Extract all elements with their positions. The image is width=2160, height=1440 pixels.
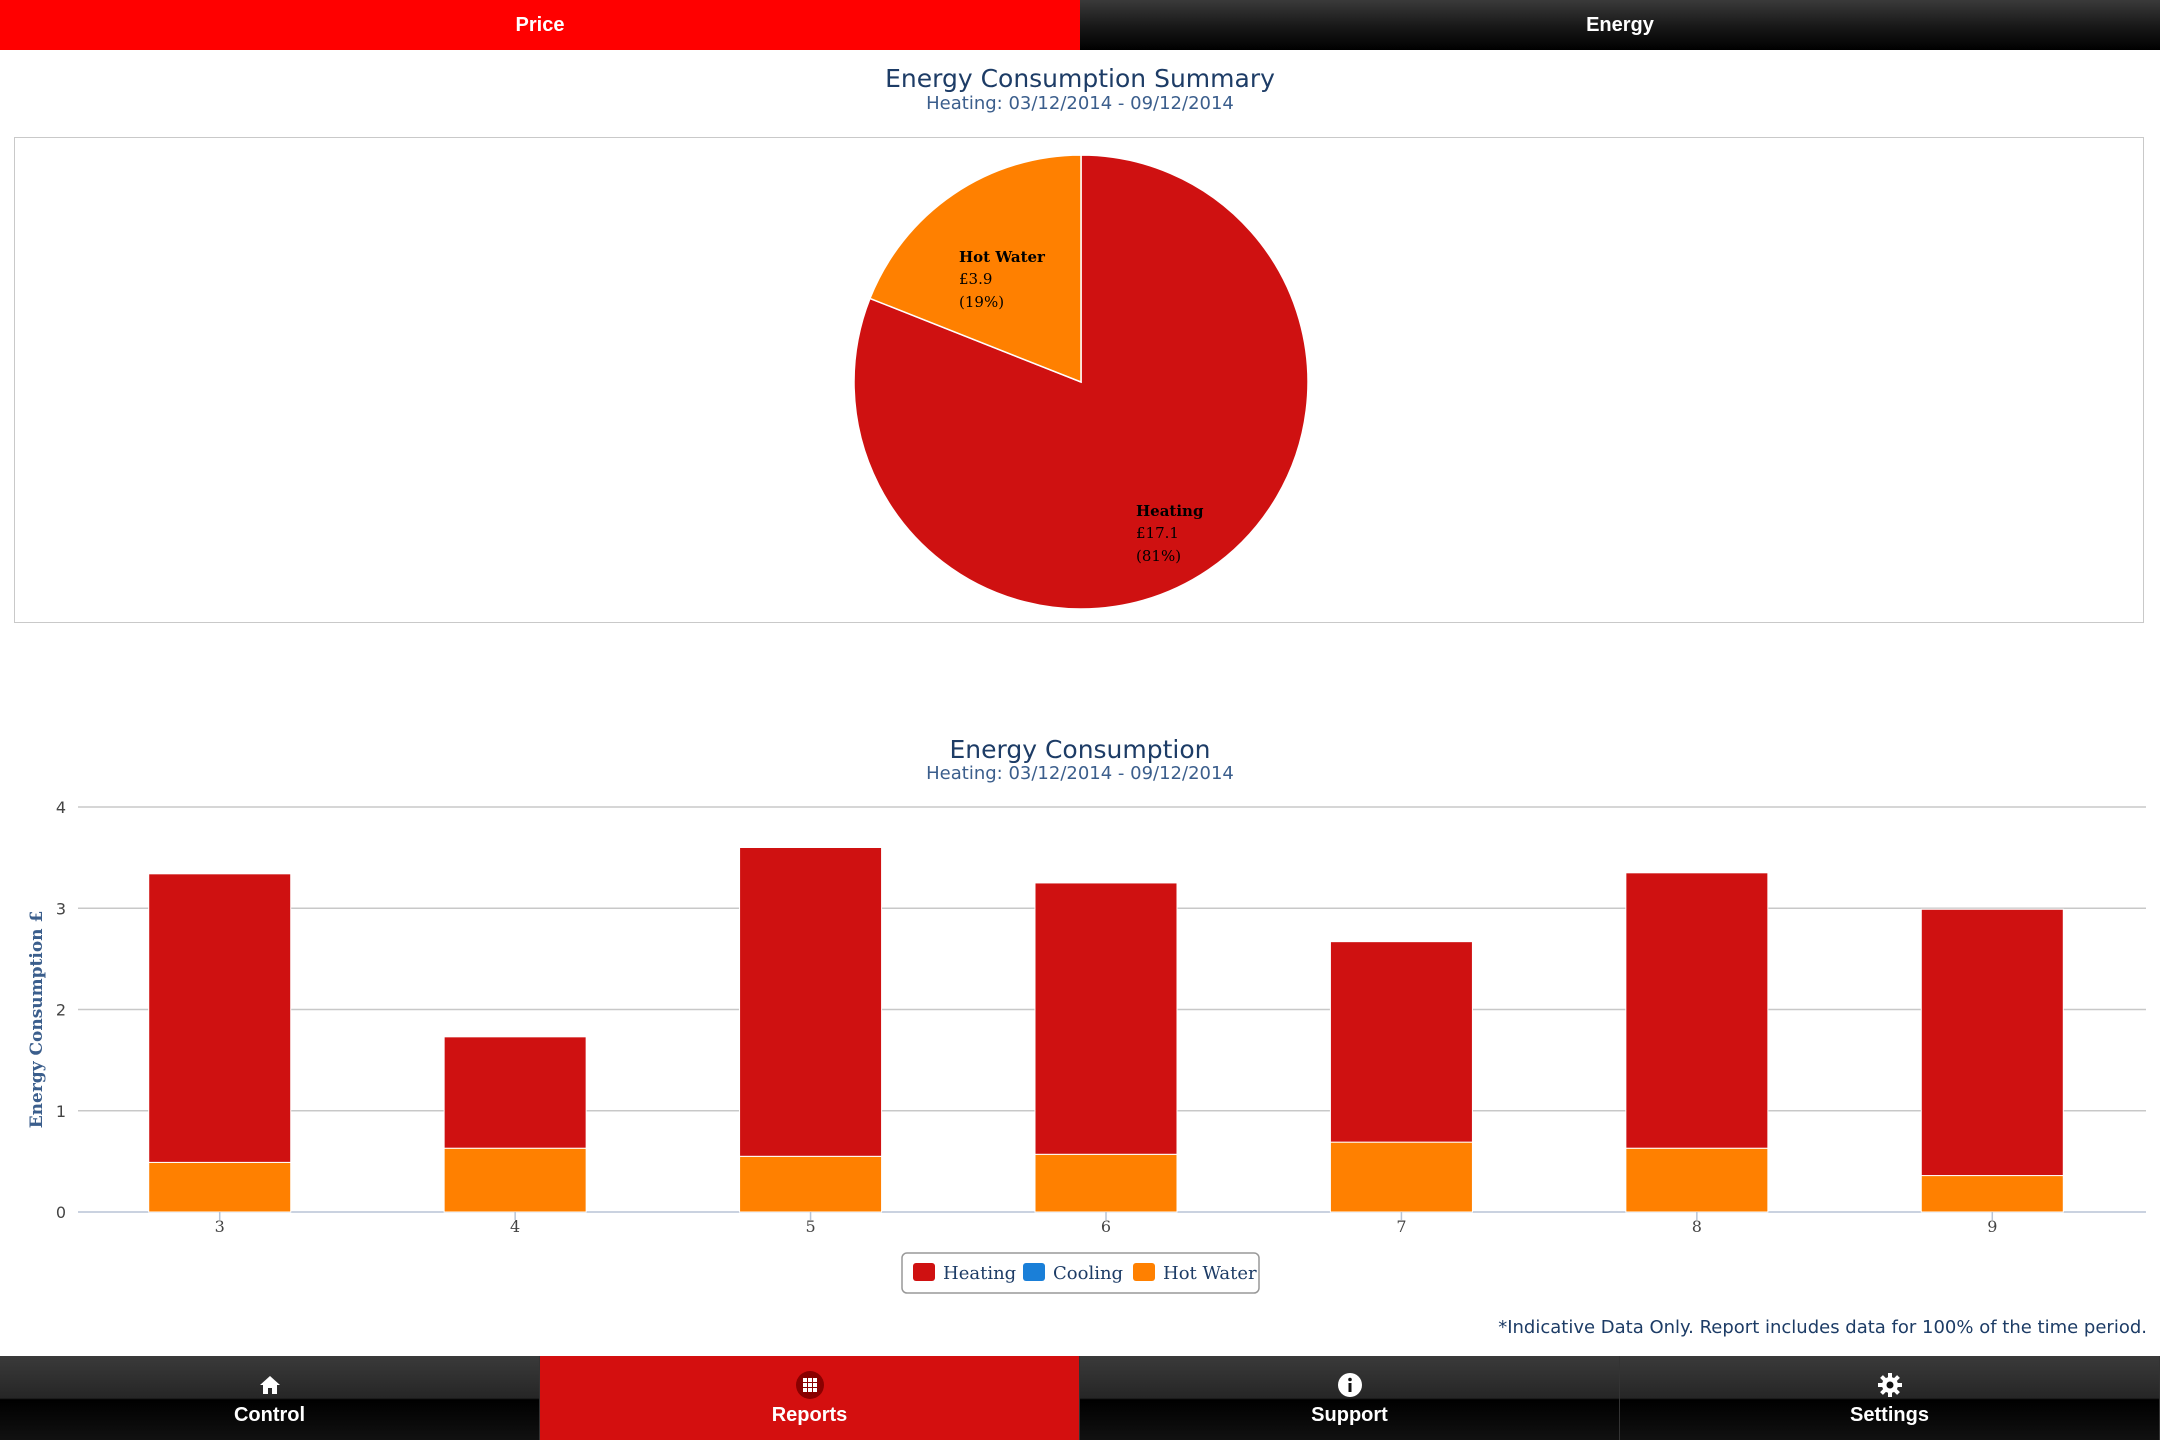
- tab-price[interactable]: Price: [0, 0, 1080, 50]
- x-tick-label: 3: [215, 1217, 225, 1236]
- chart-title: Energy Consumption: [949, 735, 1211, 764]
- footnote: *Indicative Data Only. Report includes d…: [1498, 1317, 2147, 1338]
- nav-settings-label: Settings: [1850, 1403, 1929, 1426]
- pie-chart: Heating £17.1 (81%) Hot Water £3.9 (19%): [853, 154, 1309, 610]
- pie-chart-panel: Heating £17.1 (81%) Hot Water £3.9 (19%): [14, 137, 2144, 623]
- info-icon: [1337, 1370, 1363, 1400]
- y-tick-label: 0: [56, 1203, 66, 1222]
- x-tick-label: 9: [1987, 1217, 1997, 1236]
- x-tick-label: 4: [510, 1217, 520, 1236]
- bar-heating-7[interactable]: [1329, 941, 1473, 1143]
- pie-label-heating-name: Heating: [1136, 502, 1204, 520]
- tab-energy[interactable]: Energy: [1080, 0, 2160, 50]
- chart-subtitle: Heating: 03/12/2014 - 09/12/2014: [926, 763, 1234, 784]
- bar-hot-water-8[interactable]: [1625, 1147, 1769, 1213]
- bar-hot-water-6[interactable]: [1034, 1153, 1178, 1213]
- x-tick-label: 5: [805, 1217, 815, 1236]
- grid-icon: [795, 1370, 825, 1400]
- pie-label-heating-percent: (81%): [1136, 547, 1181, 565]
- bar-hot-water-4[interactable]: [443, 1147, 587, 1213]
- nav-control-label: Control: [233, 1403, 306, 1426]
- y-tick-label: 2: [56, 1001, 66, 1020]
- top-tab-bar: Price Energy: [0, 0, 2160, 50]
- legend-label-cooling[interactable]: Cooling: [1053, 1263, 1123, 1284]
- legend-label-heating[interactable]: Heating: [943, 1263, 1016, 1284]
- bar-hot-water-7[interactable]: [1329, 1141, 1473, 1213]
- y-tick-label: 3: [56, 899, 66, 918]
- bar-heating-8[interactable]: [1625, 872, 1769, 1149]
- gear-icon: [1877, 1370, 1903, 1400]
- chart-legend: Heating Cooling Hot Water: [901, 1252, 1260, 1294]
- bar-hot-water-9[interactable]: [1920, 1175, 2064, 1213]
- bar-heating-4[interactable]: [443, 1036, 587, 1149]
- bottom-nav: Control Reports Support: [0, 1356, 2160, 1440]
- summary-title: Energy Consumption Summary: [885, 64, 1275, 93]
- bar-hot-water-3[interactable]: [148, 1161, 292, 1213]
- summary-subtitle: Heating: 03/12/2014 - 09/12/2014: [926, 93, 1234, 114]
- legend-swatch-heating[interactable]: [913, 1263, 935, 1281]
- pie-slice-hot-water[interactable]: [868, 154, 1082, 384]
- bar-heating-5[interactable]: [739, 847, 883, 1157]
- bar-heating-9[interactable]: [1920, 908, 2064, 1177]
- y-tick-label: 4: [56, 798, 66, 817]
- bar-heating-6[interactable]: [1034, 882, 1178, 1155]
- pie-label-hot-water-value: £3.9: [959, 270, 992, 288]
- pie-label-hot-water-percent: (19%): [959, 293, 1004, 311]
- nav-reports-label: Reports: [771, 1403, 848, 1426]
- nav-reports[interactable]: Reports: [540, 1356, 1080, 1440]
- bar-chart: 0 1 2 3 4 Energy Consumption £ 3 4 5 6 7 8 9 Heating C…: [27, 798, 2146, 1294]
- nav-settings[interactable]: Settings: [1620, 1356, 2160, 1440]
- nav-support[interactable]: Support: [1080, 1356, 1620, 1440]
- pie-label-heating-value: £17.1: [1136, 524, 1179, 542]
- x-tick-label: 6: [1101, 1217, 1111, 1236]
- home-icon: [258, 1370, 282, 1400]
- nav-control[interactable]: Control: [0, 1356, 540, 1440]
- legend-box: [901, 1252, 1260, 1294]
- y-tick-label: 1: [56, 1102, 66, 1121]
- pie-label-hot-water-name: Hot Water: [959, 248, 1046, 266]
- legend-swatch-hot-water[interactable]: [1133, 1263, 1155, 1281]
- x-tick-label: 7: [1396, 1217, 1406, 1236]
- x-tick-label: 8: [1692, 1217, 1702, 1236]
- nav-support-label: Support: [1311, 1403, 1388, 1426]
- legend-swatch-cooling[interactable]: [1023, 1263, 1045, 1281]
- bar-heating-3[interactable]: [148, 873, 292, 1163]
- pie-slice-heating[interactable]: [853, 154, 1309, 610]
- bar-hot-water-5[interactable]: [739, 1155, 883, 1213]
- legend-label-hot-water[interactable]: Hot Water: [1163, 1263, 1257, 1284]
- y-axis-label: Energy Consumption £: [27, 911, 47, 1129]
